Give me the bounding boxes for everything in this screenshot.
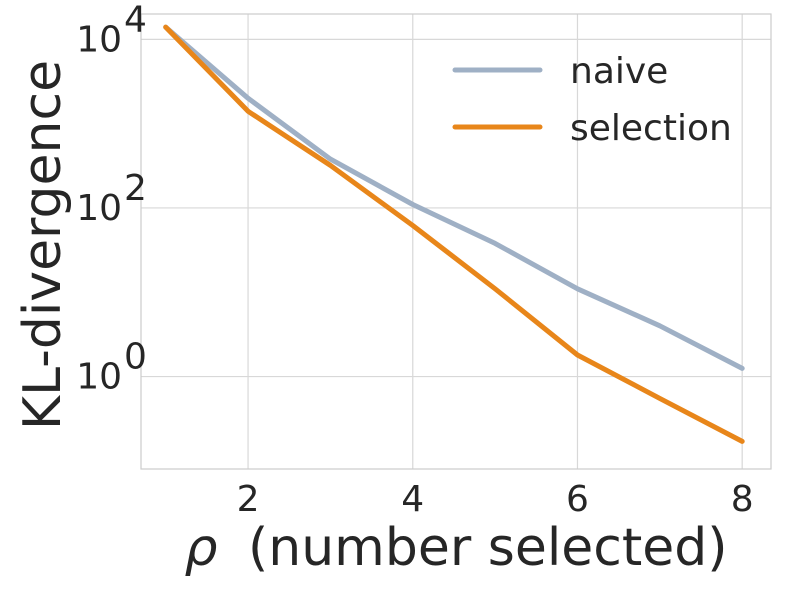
y-tick-label: 10 xyxy=(76,357,122,398)
legend-label-naive: naive xyxy=(570,51,668,92)
y-tick-label: 10 xyxy=(76,188,122,229)
series-line-selection xyxy=(163,24,745,444)
y-tick-exponent: 0 xyxy=(124,337,147,378)
x-axis-label: ρ (number selected) xyxy=(184,518,727,578)
plot-frame xyxy=(140,13,772,470)
y-tick-label: 10 xyxy=(76,19,122,60)
x-tick-label: 2 xyxy=(237,479,260,520)
grid xyxy=(141,14,771,469)
series-layer xyxy=(163,24,745,444)
series-line-naive xyxy=(163,24,745,371)
y-tick-exponent: 2 xyxy=(124,168,147,209)
legend-label-selection: selection xyxy=(570,108,732,149)
y-axis-label: KL-divergence xyxy=(13,60,73,430)
y-tick-base: 10 xyxy=(76,19,122,60)
y-tick-base: 10 xyxy=(76,357,122,398)
x-tick-label: 4 xyxy=(401,479,424,520)
x-axis-label-text: (number selected) xyxy=(248,518,728,578)
legend: naive selection xyxy=(452,51,732,149)
x-tick-labels: 2 4 6 8 xyxy=(237,479,754,520)
y-tick-base: 10 xyxy=(76,188,122,229)
y-tick-exponent: 4 xyxy=(124,0,147,40)
x-axis-label-symbol: ρ xyxy=(184,518,217,578)
x-tick-label: 8 xyxy=(731,479,754,520)
x-tick-label: 6 xyxy=(566,479,589,520)
